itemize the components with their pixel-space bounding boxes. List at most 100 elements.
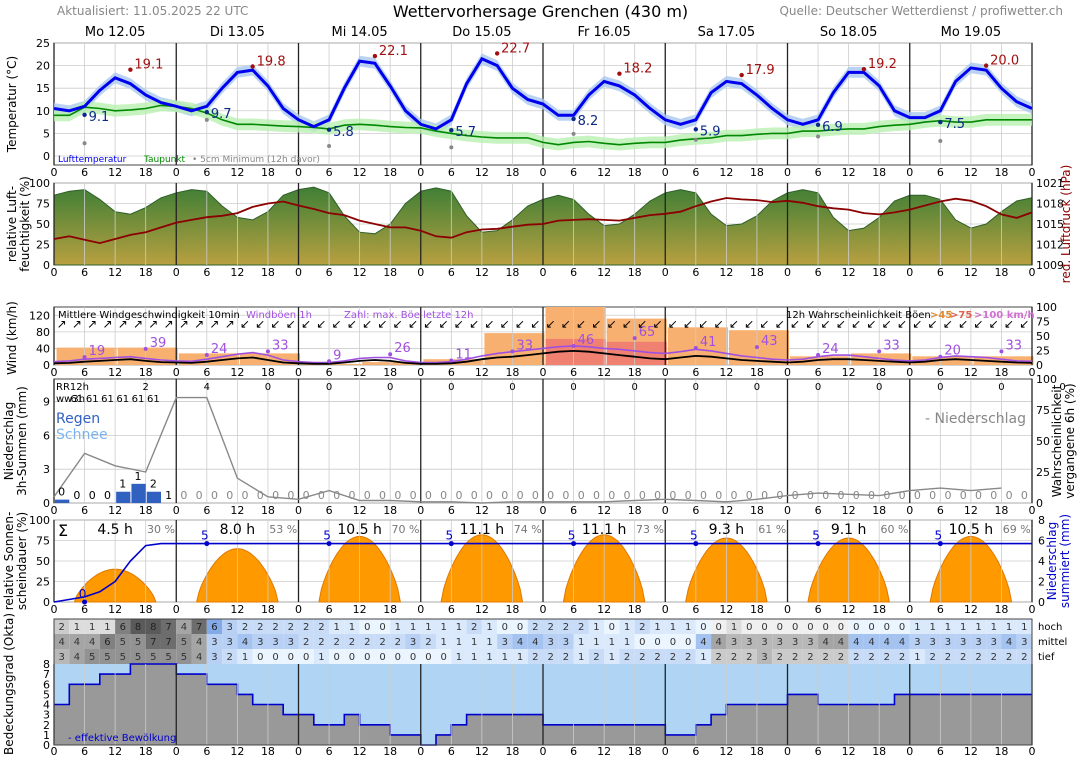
x-tick-label: 6 xyxy=(937,504,944,517)
cloud-value: 6 xyxy=(104,637,110,648)
cloud-cell xyxy=(1016,634,1032,649)
min-dot xyxy=(693,127,699,132)
x-tick-label: 0 xyxy=(295,504,302,517)
cloud-cell xyxy=(497,649,513,664)
cloud-value: 2 xyxy=(929,652,935,663)
wind-arrow: ↙ xyxy=(698,317,708,331)
rain-label: 0 xyxy=(1006,489,1013,502)
cloud-cell xyxy=(573,649,589,664)
rain-label: 0 xyxy=(73,489,80,502)
rain-label: 0 xyxy=(318,489,325,502)
cloud-cell xyxy=(711,619,727,634)
cloud-value: 3 xyxy=(731,637,737,648)
y-tick-label: 8 xyxy=(43,658,50,671)
cloud-cell xyxy=(466,619,482,634)
cloud-cell xyxy=(512,634,528,649)
cloud-value: 3 xyxy=(58,652,64,663)
max-label: 19.8 xyxy=(257,54,286,69)
threshold-100: >100 km/h xyxy=(974,310,1035,321)
cloud-cell xyxy=(894,649,910,664)
axis-label: 3h-Summen (mm) xyxy=(15,386,29,496)
x-tick-label: 6 xyxy=(570,266,577,279)
cloud-cell xyxy=(237,649,253,664)
cloud-value: 2 xyxy=(532,622,538,633)
max-gust-dot xyxy=(632,336,637,341)
cloud-cell xyxy=(680,634,696,649)
cloud-cell xyxy=(115,634,131,649)
x-tick-label: 0 xyxy=(295,745,302,758)
x-tick-label: 0 xyxy=(906,366,913,379)
cloud-cell xyxy=(222,634,238,649)
y-tick-label: 0 xyxy=(43,596,50,609)
cloud-cell xyxy=(604,634,620,649)
x-tick-label: 0 xyxy=(540,266,547,279)
cloud-cell xyxy=(436,619,452,634)
cloud-value: 2 xyxy=(639,622,645,633)
wind-arrow: ↙ xyxy=(729,317,739,331)
x-tick-label: 6 xyxy=(692,166,699,179)
cloud-value: 4 xyxy=(838,637,844,648)
x-tick-label: 12 xyxy=(108,504,122,517)
max-gust-dot xyxy=(877,349,882,354)
cum-precip-label: 5 xyxy=(812,529,820,543)
rr12h-value: 0 xyxy=(876,382,882,393)
ground-min-dot xyxy=(204,117,209,122)
max-gust-label: 19 xyxy=(89,344,106,359)
x-tick-label: 0 xyxy=(51,504,58,517)
cloud-cell xyxy=(99,619,116,634)
x-tick-label: 12 xyxy=(964,266,978,279)
rain-bar xyxy=(146,491,161,503)
cum-precip-dot xyxy=(815,541,821,547)
cloud-cell xyxy=(940,634,956,649)
cloud-cell xyxy=(879,619,895,634)
cloud-cell xyxy=(940,649,956,664)
y-tick-label: 5 xyxy=(43,127,50,140)
cloud-value: 1 xyxy=(456,652,462,663)
max-gust-dot xyxy=(143,346,148,351)
cloud-value: 1 xyxy=(685,622,691,633)
dew-band xyxy=(54,99,1032,151)
max-dot xyxy=(617,71,622,76)
max-dot xyxy=(494,51,500,56)
cloud-cell xyxy=(252,649,268,664)
cloud-cell xyxy=(726,634,742,649)
rain-label: 0 xyxy=(394,489,401,502)
max-gust-dot xyxy=(754,345,759,350)
cloud-cell xyxy=(191,619,207,634)
cloud-value: 2 xyxy=(58,622,64,633)
day-label: So 18.05 xyxy=(820,25,878,40)
cloud-cell xyxy=(879,634,895,649)
cloud-value: 2 xyxy=(807,652,813,663)
cloud-cell xyxy=(680,619,696,634)
y-tick-label: 3 xyxy=(43,463,50,476)
wind-arrow: ↙ xyxy=(408,317,418,331)
cloud-cell xyxy=(206,634,223,649)
cloud-cell xyxy=(54,634,70,649)
cloud-cell xyxy=(863,649,880,664)
x-tick-label: 6 xyxy=(815,603,822,616)
gust-prob-bar xyxy=(362,362,423,365)
x-tick-label: 18 xyxy=(994,166,1008,179)
cloud-value: 2 xyxy=(777,652,783,663)
x-tick-label: 18 xyxy=(383,504,397,517)
x-tick-label: 12 xyxy=(597,504,611,517)
cloud-value: 3 xyxy=(211,652,217,663)
rain-label: 0 xyxy=(746,489,753,502)
cloud-value: 1 xyxy=(929,622,935,633)
cloud-value: 8 xyxy=(135,622,141,633)
cloud-value: 3 xyxy=(975,637,981,648)
axis-label: Bedeckungsgrad (Okta) xyxy=(2,613,16,755)
cloud-value: 1 xyxy=(486,652,492,663)
cloud-value: 4 xyxy=(74,652,80,663)
cloud-cell xyxy=(1001,619,1017,634)
wind-arrow: ↙ xyxy=(469,317,479,331)
cloud-value: 7 xyxy=(196,622,202,633)
cloud-cell xyxy=(390,619,406,634)
temperature-line xyxy=(53,56,1033,131)
rain-label: 0 xyxy=(654,489,661,502)
cloud-cell xyxy=(909,619,926,634)
rain-label: 0 xyxy=(1021,489,1028,502)
x-tick-label: 0 xyxy=(906,603,913,616)
x-tick-label: 18 xyxy=(872,166,886,179)
cloud-cell xyxy=(527,619,543,634)
